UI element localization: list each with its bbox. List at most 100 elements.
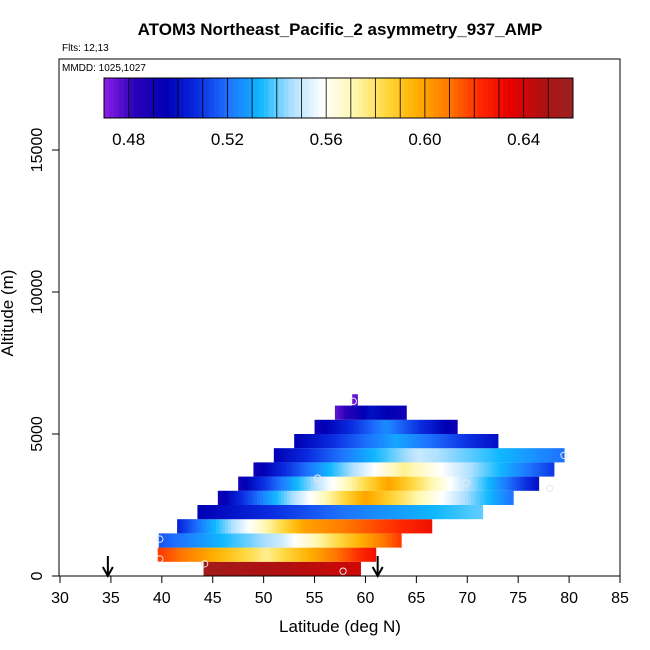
heatmap-cell xyxy=(299,490,303,505)
heatmap-cell xyxy=(193,547,198,562)
heatmap-cell xyxy=(395,519,400,534)
heatmap-cell xyxy=(317,505,322,520)
heatmap-cell xyxy=(218,505,223,520)
heatmap-cell xyxy=(344,519,349,534)
heatmap-cell xyxy=(436,462,441,477)
heatmap-cell xyxy=(486,448,490,463)
heatmap-cell xyxy=(238,547,242,562)
heatmap-cell xyxy=(376,405,381,420)
heatmap-cell xyxy=(338,519,343,534)
heatmap-cell xyxy=(408,448,413,463)
colorbar-cell xyxy=(283,78,290,118)
heatmap-cell xyxy=(328,462,333,477)
heatmap-cell xyxy=(330,547,335,562)
colorbar-cell xyxy=(198,78,205,118)
heatmap-cell xyxy=(201,519,205,534)
heatmap-cell xyxy=(372,547,377,562)
heatmap-cell xyxy=(549,448,553,463)
heatmap-cell xyxy=(378,434,382,449)
heatmap-cell xyxy=(364,476,368,491)
heatmap-cell xyxy=(278,490,282,505)
heatmap-cell xyxy=(251,561,256,576)
heatmap-cell xyxy=(499,476,504,491)
heatmap-cell xyxy=(395,533,399,548)
colorbar-cell xyxy=(148,78,155,118)
heatmap-cell xyxy=(297,434,301,449)
heatmap-cell xyxy=(208,547,213,562)
heatmap-cell xyxy=(407,490,412,505)
heatmap-cell xyxy=(532,462,537,477)
heatmap-cell xyxy=(383,519,388,534)
heatmap-cell xyxy=(312,547,317,562)
heatmap-cell xyxy=(403,405,407,420)
heatmap-cell xyxy=(359,490,364,505)
heatmap-cell xyxy=(352,462,357,477)
heatmap-cell xyxy=(437,434,442,449)
heatmap-cell xyxy=(427,476,432,491)
y-axis-label: Altitude (m) xyxy=(0,270,17,357)
y-axis: 0 5000 10000 15000 xyxy=(29,128,60,580)
heatmap-cell xyxy=(161,533,166,548)
colorbar-tick-label: 0.56 xyxy=(310,130,343,149)
heatmap-cell xyxy=(300,561,304,576)
heatmap-cell xyxy=(407,505,412,520)
heatmap-cell xyxy=(275,490,279,505)
heatmap-cell xyxy=(467,505,472,520)
heatmap-cell xyxy=(441,448,445,463)
heatmap-cell xyxy=(443,505,448,520)
heatmap-cell xyxy=(239,519,244,534)
heatmap-cell xyxy=(222,519,226,534)
heatmap-cell xyxy=(376,476,380,491)
heatmap-cell xyxy=(269,533,274,548)
heatmap-cell xyxy=(392,490,397,505)
heatmap-cell xyxy=(386,490,391,505)
heatmap-cell xyxy=(356,419,360,434)
heatmap-cell xyxy=(385,419,390,434)
heatmap-cell xyxy=(404,490,409,505)
heatmap-cell xyxy=(210,519,214,534)
heatmap-cell xyxy=(466,462,471,477)
heatmap-cell xyxy=(368,419,372,434)
heatmap-cell xyxy=(379,462,384,477)
colorbar xyxy=(103,77,574,119)
heatmap-cell xyxy=(235,547,239,562)
heatmap-cell xyxy=(454,419,458,434)
colorbar-cell xyxy=(438,78,444,118)
heatmap-cell xyxy=(308,519,313,534)
x-tick-label: 50 xyxy=(255,590,273,607)
heatmap-cell xyxy=(257,505,262,520)
heatmap-cell xyxy=(383,490,388,505)
colorbar-cell xyxy=(308,78,315,118)
heatmap-cell xyxy=(329,505,334,520)
heatmap-cell xyxy=(410,505,415,520)
heatmap-cell xyxy=(287,505,292,520)
colorbar-cell xyxy=(508,78,514,118)
heatmap-cell xyxy=(541,462,546,477)
heatmap-cell xyxy=(485,490,490,505)
heatmap-cell xyxy=(352,394,356,406)
heatmap-cell xyxy=(399,448,404,463)
heatmap-cell xyxy=(220,547,225,562)
heatmap-cell xyxy=(392,505,397,520)
heatmap-cell xyxy=(476,490,481,505)
heatmap-cell xyxy=(442,462,447,477)
heatmap-cell xyxy=(306,547,311,562)
heatmap-cell xyxy=(293,533,297,548)
heatmap-cell xyxy=(363,448,368,463)
heatmap-cell xyxy=(358,476,362,491)
heatmap-cell xyxy=(370,405,375,420)
heatmap-cell xyxy=(266,505,271,520)
heatmap-cell xyxy=(177,519,181,534)
heatmap-cell xyxy=(396,434,400,449)
heatmap-cell xyxy=(362,519,367,534)
heatmap-cell xyxy=(482,490,487,505)
heatmap-cell xyxy=(173,533,178,548)
heatmap-cell xyxy=(517,462,522,477)
heatmap-cell xyxy=(332,419,336,434)
heatmap-cell xyxy=(493,476,498,491)
heatmap-cell xyxy=(331,462,336,477)
heatmap-cell xyxy=(342,434,346,449)
heatmap-cell xyxy=(322,462,327,477)
heatmap-cell xyxy=(283,476,287,491)
